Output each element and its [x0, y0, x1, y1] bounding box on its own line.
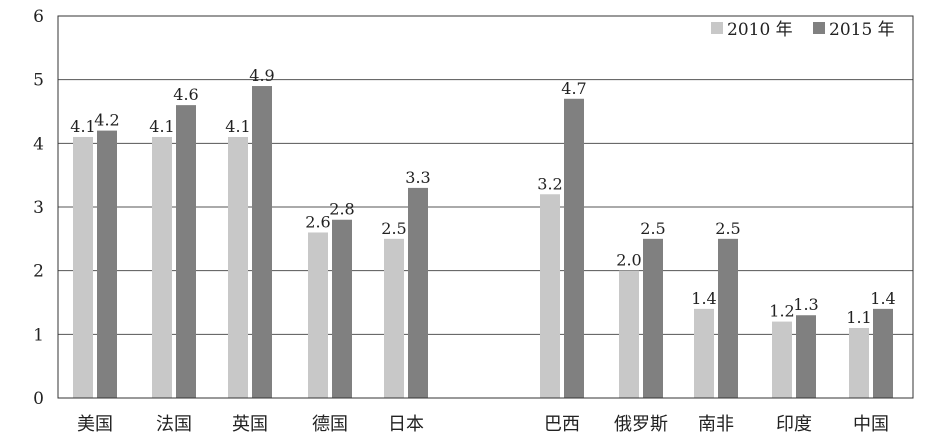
- legend-label-2015: 2015 年: [829, 20, 895, 40]
- y-tick-label: 4: [33, 134, 44, 154]
- bar-2-1: [252, 86, 272, 399]
- data-label-5-1: 4.7: [561, 79, 586, 98]
- data-label-8-1: 1.3: [793, 295, 818, 314]
- data-label-7-1: 2.5: [715, 219, 740, 238]
- category-label-3: 德国: [312, 414, 348, 435]
- y-tick-label: 2: [33, 262, 44, 282]
- bar-7-0: [694, 308, 714, 398]
- bar-8-0: [772, 321, 792, 398]
- category-label-4: 日本: [388, 414, 424, 435]
- category-label-8: 印度: [776, 414, 812, 435]
- bar-1-1: [176, 105, 196, 398]
- data-labels: 4.14.2 4.14.64.14.92.62.82.53.3 3.24.72.02…: [70, 66, 895, 327]
- data-label-9-1: 1.4: [870, 289, 895, 308]
- bar-1-0: [152, 136, 172, 398]
- data-label-6-0: 2.0: [616, 251, 641, 270]
- data-label-9-0: 1.1: [846, 308, 871, 327]
- plot-frame: [57, 15, 914, 399]
- data-label-3-0: 2.6: [305, 212, 330, 231]
- category-label-5: 巴西: [544, 414, 580, 435]
- y-tick-label: 6: [33, 7, 44, 27]
- data-label-6-1: 2.5: [640, 219, 665, 238]
- y-tick-label: 5: [33, 71, 44, 91]
- bar-3-0: [308, 232, 328, 398]
- bar-5-0: [540, 194, 560, 398]
- data-label-2-1: 4.9: [249, 66, 274, 85]
- y-axis-ticks: 0 1 2 3 4 5 6: [33, 7, 44, 409]
- data-label-1-1: 4.6: [173, 85, 198, 104]
- bar-7-1: [718, 238, 738, 398]
- grid-lines: [58, 79, 913, 335]
- data-label-0-1: 4.2: [94, 111, 119, 130]
- bar-8-1: [796, 315, 816, 398]
- data-label-0-0: 4.1: [70, 117, 95, 136]
- category-labels: 美国 法国 英国 德国 日本 巴西 俄罗斯 南非 印度 中国: [77, 414, 889, 435]
- bar-9-1: [873, 308, 893, 398]
- legend-swatch-2015: [813, 22, 825, 34]
- y-tick-label: 1: [33, 325, 44, 345]
- data-label-2-0: 4.1: [225, 117, 250, 136]
- data-label-1-0: 4.1: [149, 117, 174, 136]
- category-label-9: 中国: [853, 414, 889, 435]
- data-label-3-1: 2.8: [329, 200, 354, 219]
- data-label-4-0: 2.5: [381, 219, 406, 238]
- data-label-8-0: 1.2: [769, 302, 794, 321]
- category-label-2: 英国: [232, 414, 268, 435]
- category-label-1: 法国: [156, 414, 192, 435]
- data-label-4-1: 3.3: [405, 168, 430, 187]
- bar-0-1: [97, 130, 117, 398]
- bar-4-0: [384, 238, 404, 398]
- bar-5-1: [564, 98, 584, 399]
- bar-9-0: [849, 327, 869, 398]
- y-tick-label: 3: [33, 198, 44, 218]
- bar-0-0: [73, 136, 93, 398]
- bar-4-1: [408, 187, 428, 398]
- data-label-7-0: 1.4: [691, 289, 716, 308]
- bars: [73, 86, 893, 399]
- y-tick-label: 0: [33, 389, 44, 409]
- legend-swatch-2010: [711, 22, 723, 34]
- bar-3-1: [332, 219, 352, 398]
- category-label-7: 南非: [698, 414, 734, 435]
- bar-6-1: [643, 238, 663, 398]
- category-label-6: 俄罗斯: [614, 414, 668, 435]
- data-label-5-0: 3.2: [537, 174, 562, 193]
- bar-2-0: [228, 136, 248, 398]
- legend-label-2010: 2010 年: [727, 20, 793, 40]
- bar-6-0: [619, 270, 639, 398]
- category-label-0: 美国: [77, 414, 113, 435]
- legend: 2010 年 2015 年: [711, 20, 895, 40]
